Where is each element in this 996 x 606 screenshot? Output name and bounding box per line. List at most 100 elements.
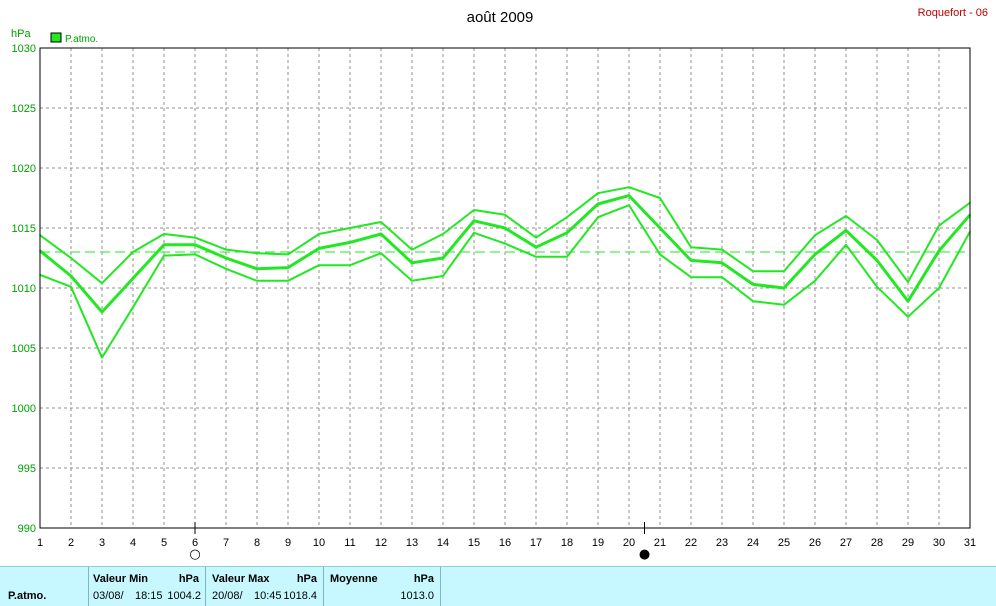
x-tick-label: 13: [406, 537, 418, 549]
data-point: [504, 214, 506, 216]
x-tick-label: 17: [530, 537, 542, 549]
data-point: [814, 253, 816, 256]
data-point: [194, 253, 196, 256]
grid: [40, 48, 970, 528]
x-tick-label: 9: [285, 537, 291, 549]
data-point: [163, 244, 165, 246]
data-point: [349, 241, 351, 244]
data-point: [938, 250, 940, 252]
data-point: [287, 266, 289, 269]
data-point: [628, 186, 630, 188]
data-point: [535, 236, 537, 239]
min-label: Valeur Min: [93, 573, 149, 585]
x-tick-label: 25: [778, 537, 790, 549]
avg-value: 1013.0: [400, 590, 434, 602]
data-point: [473, 209, 475, 211]
summary-bar: P.atmo. Valeur Min hPa 03/08/ 18:15 1004…: [0, 566, 996, 606]
data-point: [256, 280, 258, 282]
data-point: [194, 244, 196, 246]
data-point: [132, 306, 134, 309]
y-tick-label: 1025: [12, 103, 36, 115]
data-point: [504, 242, 506, 245]
legend-label: P.atmo.: [65, 34, 98, 45]
data-point: [845, 229, 847, 232]
data-point: [380, 221, 382, 223]
data-point: [442, 275, 444, 277]
x-tick-label: 19: [592, 537, 604, 549]
x-tick-label: 27: [840, 537, 852, 549]
data-point: [287, 280, 289, 282]
data-point: [380, 233, 382, 235]
y-axis: 990 995 1000 1005 1010 1015 1020 1025 1030: [12, 43, 36, 535]
data-point: [845, 215, 847, 217]
data-point: [814, 280, 816, 282]
data-point: [628, 194, 630, 197]
data-point: [132, 251, 134, 253]
data-point: [101, 311, 103, 313]
x-tick-label: 24: [747, 537, 759, 549]
summary-min-cell: Valeur Min hPa 03/08/ 18:15 1004.2: [89, 567, 206, 606]
data-point: [783, 270, 785, 273]
data-point: [721, 276, 723, 279]
plot-frame: [39, 47, 971, 529]
data-point: [907, 316, 909, 318]
min-value: 1004.2: [167, 590, 201, 602]
x-tick-label: 28: [871, 537, 883, 549]
avg-unit: hPa: [413, 573, 434, 585]
data-point: [163, 254, 165, 257]
x-tick-label: 12: [375, 537, 387, 549]
data-point: [721, 248, 723, 251]
x-tick-label: 4: [130, 537, 136, 549]
y-tick-label: 1020: [12, 163, 36, 175]
x-tick-label: 30: [933, 537, 945, 549]
x-tick-label: 22: [685, 537, 697, 549]
data-point: [535, 246, 537, 248]
x-tick-label: 18: [561, 537, 573, 549]
x-tick-label: 10: [313, 537, 325, 549]
data-point: [349, 227, 351, 229]
x-tick-label: 3: [99, 537, 105, 549]
summary-max-cell: Valeur Max hPa 20/08/ 10:45 1018.4: [206, 567, 324, 606]
data-point: [907, 300, 909, 303]
data-point: [473, 220, 475, 222]
data-point: [690, 259, 692, 262]
station-label: Roquefort - 06: [918, 7, 988, 19]
data-point: [411, 248, 413, 251]
data-point: [256, 268, 258, 270]
data-point: [70, 275, 72, 277]
y-axis-unit: hPa: [11, 28, 31, 40]
data-point: [783, 304, 785, 306]
summary-row-label: P.atmo.: [8, 590, 47, 602]
data-point: [690, 276, 692, 279]
min-date: 03/08/: [93, 590, 124, 602]
x-tick-label: 29: [902, 537, 914, 549]
data-point: [876, 239, 878, 241]
data-point: [70, 286, 72, 288]
data-point: [938, 287, 940, 289]
data-point: [907, 281, 909, 283]
data-point: [256, 252, 258, 254]
max-date: 20/08/: [212, 590, 243, 602]
x-tick-label: 6: [192, 537, 198, 549]
data-point: [318, 233, 320, 235]
data-point: [659, 227, 661, 229]
data-point: [752, 270, 754, 273]
data-point: [287, 253, 289, 256]
x-tick-label: 11: [344, 537, 355, 549]
data-point: [132, 277, 134, 280]
data-point: [845, 244, 847, 246]
max-time: 10:45: [254, 590, 282, 602]
summary-avg-cell: Moyenne hPa 1013.0: [324, 567, 441, 606]
x-tick-label: 2: [68, 537, 74, 549]
min-unit: hPa: [178, 573, 199, 585]
data-point: [597, 203, 599, 205]
data-point: [101, 356, 103, 359]
data-point: [225, 257, 227, 259]
data-point: [473, 232, 475, 234]
x-axis: 1 2 3 4 5 6 7 8 9 10 11 12 13 14 15 16 17 18 19 20 21 22 23 24 2…: [37, 522, 976, 562]
data-point: [194, 236, 196, 239]
data-point: [566, 255, 568, 258]
data-point: [938, 224, 940, 227]
data-point: [814, 234, 816, 236]
data-point: [318, 264, 320, 267]
